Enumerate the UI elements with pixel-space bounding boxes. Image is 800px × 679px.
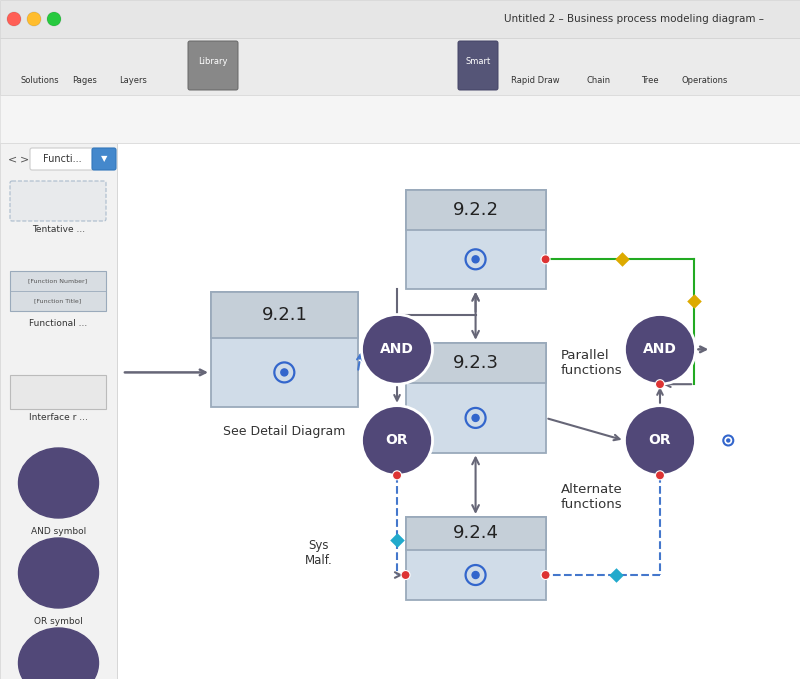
Circle shape (472, 256, 479, 263)
Text: ▼: ▼ (101, 155, 107, 164)
Text: See Detail Diagram: See Detail Diagram (223, 425, 346, 438)
Circle shape (655, 380, 665, 388)
Point (609, 570, 622, 581)
Text: Solutions: Solutions (21, 76, 59, 86)
Text: OR: OR (649, 433, 671, 447)
Text: Functional ...: Functional ... (30, 318, 88, 327)
Ellipse shape (18, 448, 98, 518)
Text: [Function Title]: [Function Title] (34, 299, 82, 304)
Text: Untitled 2 – Business process modeling diagram –: Untitled 2 – Business process modeling d… (504, 14, 764, 24)
Text: >: > (20, 154, 30, 164)
Circle shape (47, 12, 61, 26)
Ellipse shape (362, 405, 433, 475)
FancyBboxPatch shape (406, 343, 546, 384)
Text: 9.2.2: 9.2.2 (453, 201, 498, 219)
Circle shape (393, 471, 402, 480)
Circle shape (7, 12, 21, 26)
Text: Interface r ...: Interface r ... (29, 413, 88, 422)
Text: Functi...: Functi... (42, 154, 82, 164)
FancyBboxPatch shape (406, 190, 546, 289)
Text: Parallel
functions: Parallel functions (561, 349, 622, 377)
FancyBboxPatch shape (30, 148, 94, 170)
Text: Chain: Chain (587, 76, 611, 86)
Text: Library: Library (195, 76, 225, 86)
Ellipse shape (18, 538, 98, 608)
Ellipse shape (362, 314, 433, 384)
Circle shape (281, 369, 288, 376)
Text: Rapid Draw: Rapid Draw (510, 76, 559, 86)
Text: Smart: Smart (466, 58, 490, 67)
FancyBboxPatch shape (188, 41, 238, 90)
FancyBboxPatch shape (211, 292, 358, 338)
Text: Sys
Malf.: Sys Malf. (305, 539, 332, 567)
Ellipse shape (625, 314, 695, 384)
Circle shape (541, 255, 550, 264)
FancyBboxPatch shape (0, 95, 800, 143)
Circle shape (472, 572, 479, 579)
FancyBboxPatch shape (211, 292, 358, 407)
FancyBboxPatch shape (0, 143, 117, 679)
Text: Operations: Operations (682, 76, 728, 86)
FancyBboxPatch shape (458, 41, 498, 90)
Text: OR: OR (386, 433, 408, 447)
FancyBboxPatch shape (92, 148, 116, 170)
Text: Pages: Pages (73, 76, 98, 86)
Text: 9.2.4: 9.2.4 (453, 524, 498, 543)
Point (688, 295, 701, 306)
Text: 9.2.3: 9.2.3 (453, 354, 498, 372)
Text: Tree: Tree (641, 76, 659, 86)
Text: Tentative ...: Tentative ... (32, 225, 85, 234)
FancyBboxPatch shape (406, 517, 546, 550)
Text: [Function Number]: [Function Number] (29, 278, 87, 284)
FancyBboxPatch shape (406, 343, 546, 452)
Text: AND: AND (380, 342, 414, 356)
Circle shape (726, 439, 730, 442)
FancyBboxPatch shape (10, 271, 106, 311)
FancyBboxPatch shape (0, 38, 800, 95)
FancyBboxPatch shape (117, 143, 800, 679)
Ellipse shape (18, 628, 98, 679)
Text: Layers: Layers (119, 76, 147, 86)
Text: AND symbol: AND symbol (31, 526, 86, 536)
FancyBboxPatch shape (406, 190, 546, 230)
Text: Smart: Smart (462, 76, 488, 86)
Text: <: < (8, 154, 18, 164)
Circle shape (541, 570, 550, 579)
Point (390, 534, 403, 545)
Circle shape (401, 570, 410, 579)
Circle shape (27, 12, 41, 26)
Text: OR symbol: OR symbol (34, 617, 83, 625)
Point (616, 254, 629, 265)
Text: Alternate
functions: Alternate functions (561, 483, 622, 511)
Ellipse shape (625, 405, 695, 475)
Circle shape (655, 471, 665, 480)
FancyBboxPatch shape (10, 181, 106, 221)
FancyBboxPatch shape (0, 0, 800, 38)
Circle shape (472, 414, 479, 422)
Text: Library: Library (198, 58, 228, 67)
Text: AND: AND (643, 342, 677, 356)
FancyBboxPatch shape (10, 375, 106, 409)
FancyBboxPatch shape (406, 517, 546, 600)
Text: 9.2.1: 9.2.1 (262, 306, 307, 324)
